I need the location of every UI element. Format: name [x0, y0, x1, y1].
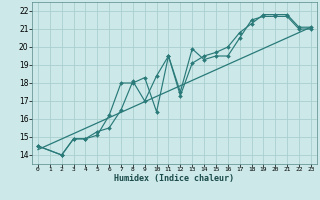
X-axis label: Humidex (Indice chaleur): Humidex (Indice chaleur) — [115, 174, 234, 183]
